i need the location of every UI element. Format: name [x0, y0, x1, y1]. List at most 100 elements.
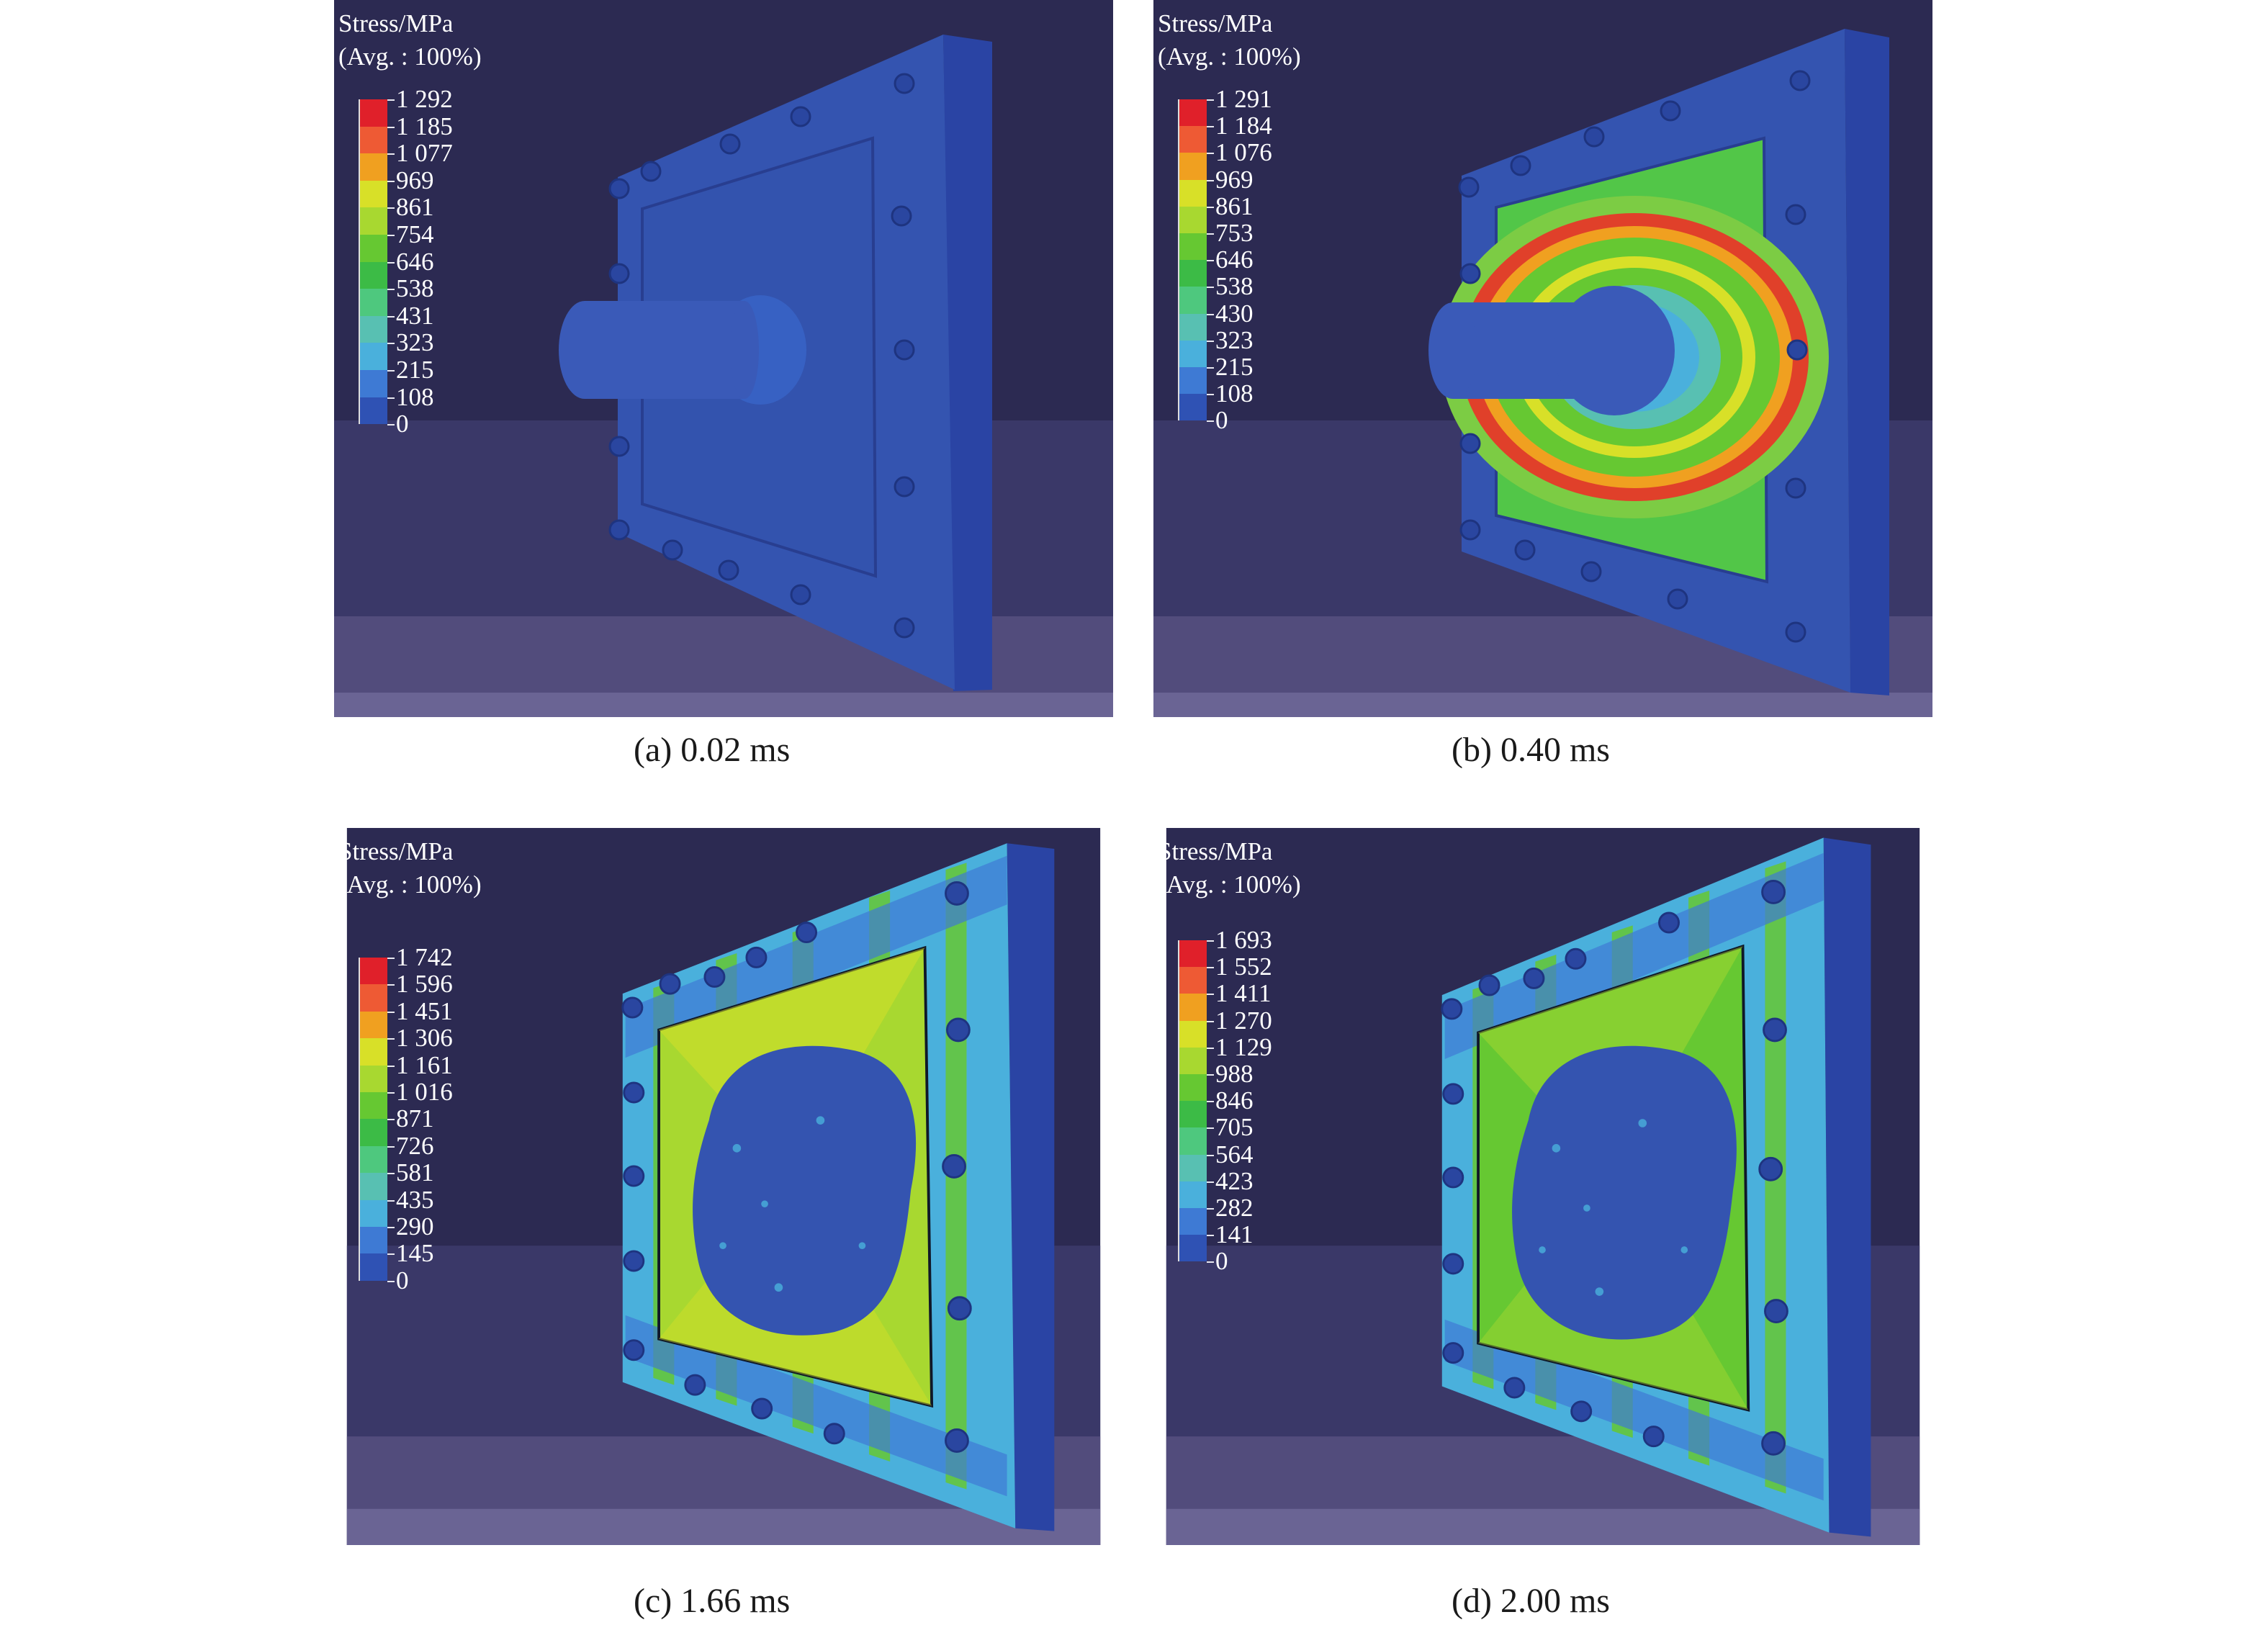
legend-title-line2: (Avg. : 100%) [338, 870, 482, 899]
legend-tick [1207, 1101, 1214, 1103]
panel-a: Stress/MPa (Avg. : 100%) 1 292 1 185 1 077… [334, 0, 1113, 717]
legend-value: 215 [396, 356, 434, 384]
legend-title-line1: Stress/MPa [1158, 9, 1273, 37]
legend-value: 0 [1215, 406, 1228, 435]
legend-swatch [1178, 1047, 1207, 1074]
legend-tick [1207, 1181, 1214, 1183]
legend-tick [387, 99, 395, 101]
legend-value: 861 [1215, 192, 1254, 220]
legend-value: 538 [396, 274, 434, 303]
legend-tick [387, 1011, 395, 1013]
legend-swatch [359, 1199, 387, 1227]
caption-d: (d) 2.00 ms [1452, 1582, 1610, 1620]
legend-tick [387, 424, 395, 426]
legend-swatch [359, 235, 387, 262]
legend-swatch [359, 126, 387, 154]
stress-contour-scene-b [1153, 0, 1932, 717]
legend-tick [387, 180, 395, 182]
legend-value: 705 [1215, 1113, 1254, 1142]
legend-swatch [1178, 126, 1207, 153]
legend-swatch [359, 1253, 387, 1281]
legend-value: 646 [396, 247, 434, 276]
legend-swatch [1178, 233, 1207, 261]
legend-value: 646 [1215, 246, 1254, 274]
legend-title: Stress/MPa (Avg. : 100%) [1158, 7, 1301, 73]
legend-tick [1207, 126, 1214, 128]
legend-value: 1 451 [396, 996, 453, 1025]
legend-tick [387, 235, 395, 236]
legend-tick [387, 958, 395, 959]
legend-value: 430 [1215, 299, 1254, 328]
legend-swatch [1178, 1181, 1207, 1208]
legend-swatch [359, 1092, 387, 1120]
legend-value: 969 [396, 166, 434, 194]
legend-value: 1 292 [396, 85, 453, 113]
legend-swatch [359, 370, 387, 397]
legend-tick [1207, 313, 1214, 315]
legend-swatch [1178, 99, 1207, 127]
legend-value: 1 185 [396, 112, 453, 140]
legend-value: 1 184 [1215, 112, 1272, 140]
legend-tick [1207, 1154, 1214, 1156]
legend-swatch [1178, 1101, 1207, 1128]
legend-tick [1207, 940, 1214, 942]
legend-tick [1207, 287, 1214, 289]
legend-swatch [359, 315, 387, 343]
legend-swatch [1178, 1074, 1207, 1102]
legend-tick [387, 1145, 395, 1148]
legend-tick [387, 261, 395, 264]
legend-swatch [359, 1038, 387, 1066]
legend-tick [1207, 233, 1214, 235]
legend-tick [387, 1280, 395, 1282]
legend-tick [1207, 99, 1214, 101]
legend-value: 215 [1215, 353, 1254, 381]
legend-value: 1 291 [1215, 85, 1272, 113]
legend-swatch [1178, 287, 1207, 314]
legend-value: 1 270 [1215, 1006, 1272, 1035]
legend-title: Stress/MPa (Avg. : 100%) [338, 7, 482, 73]
legend-swatch [359, 99, 387, 127]
legend-swatch [359, 153, 387, 181]
legend-swatch [1178, 153, 1207, 180]
legend-swatch [359, 397, 387, 425]
legend-tick [387, 370, 395, 372]
legend-value: 1 742 [396, 943, 453, 971]
legend-tick [1207, 1208, 1214, 1210]
legend-value: 1 077 [396, 139, 453, 168]
legend-swatch [359, 180, 387, 208]
legend-swatch [359, 1119, 387, 1146]
legend-swatch [359, 958, 387, 985]
legend-tick [387, 397, 395, 399]
stress-contour-scene-d [1166, 828, 1920, 1545]
legend-value: 969 [1215, 165, 1254, 194]
legend-tick [1207, 394, 1214, 396]
legend-value: 435 [396, 1185, 434, 1214]
legend-tick [387, 1173, 395, 1175]
legend-swatch [1178, 967, 1207, 994]
legend-value: 871 [396, 1104, 434, 1133]
legend-value: 1 306 [396, 1024, 453, 1053]
legend-swatch [1178, 1208, 1207, 1235]
panel-d: Stress/MPa (Avg. : 100%) 1 693 1 552 1 411… [1153, 828, 1932, 1545]
legend-tick [387, 315, 395, 318]
legend-swatch [1178, 1127, 1207, 1155]
legend-swatch [359, 343, 387, 370]
legend-value: 282 [1215, 1194, 1254, 1222]
legend-swatch [359, 1065, 387, 1092]
legend-tick [387, 1227, 395, 1228]
legend-tick [1207, 153, 1214, 155]
stress-contour-scene-c [346, 828, 1101, 1545]
legend-title-line1: Stress/MPa [338, 9, 454, 37]
legend-value: 846 [1215, 1086, 1254, 1115]
legend-tick [1207, 260, 1214, 262]
legend-title: Stress/MPa (Avg. : 100%) [1158, 835, 1301, 901]
legend-swatch [1178, 340, 1207, 367]
legend-swatch [1178, 367, 1207, 395]
legend-tick [387, 1253, 395, 1256]
legend-value: 323 [1215, 325, 1254, 354]
legend-value: 141 [1215, 1220, 1254, 1249]
legend-value: 581 [396, 1158, 434, 1187]
legend-tick [1207, 206, 1214, 208]
legend-value: 1 552 [1215, 953, 1272, 981]
legend-swatch [1178, 1235, 1207, 1262]
